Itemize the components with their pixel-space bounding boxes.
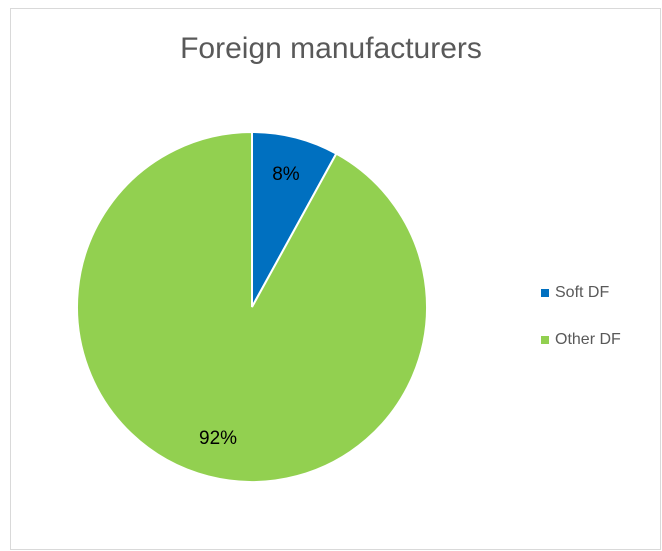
data-label: 8% <box>272 164 300 185</box>
legend-label: Other DF <box>555 331 621 348</box>
legend-swatch <box>541 289 549 297</box>
legend-label: Soft DF <box>555 284 609 301</box>
data-label: 92% <box>199 428 237 449</box>
chart-title: Foreign manufacturers <box>180 32 482 65</box>
legend-swatch <box>541 336 549 344</box>
pie-slice <box>76 130 429 483</box>
